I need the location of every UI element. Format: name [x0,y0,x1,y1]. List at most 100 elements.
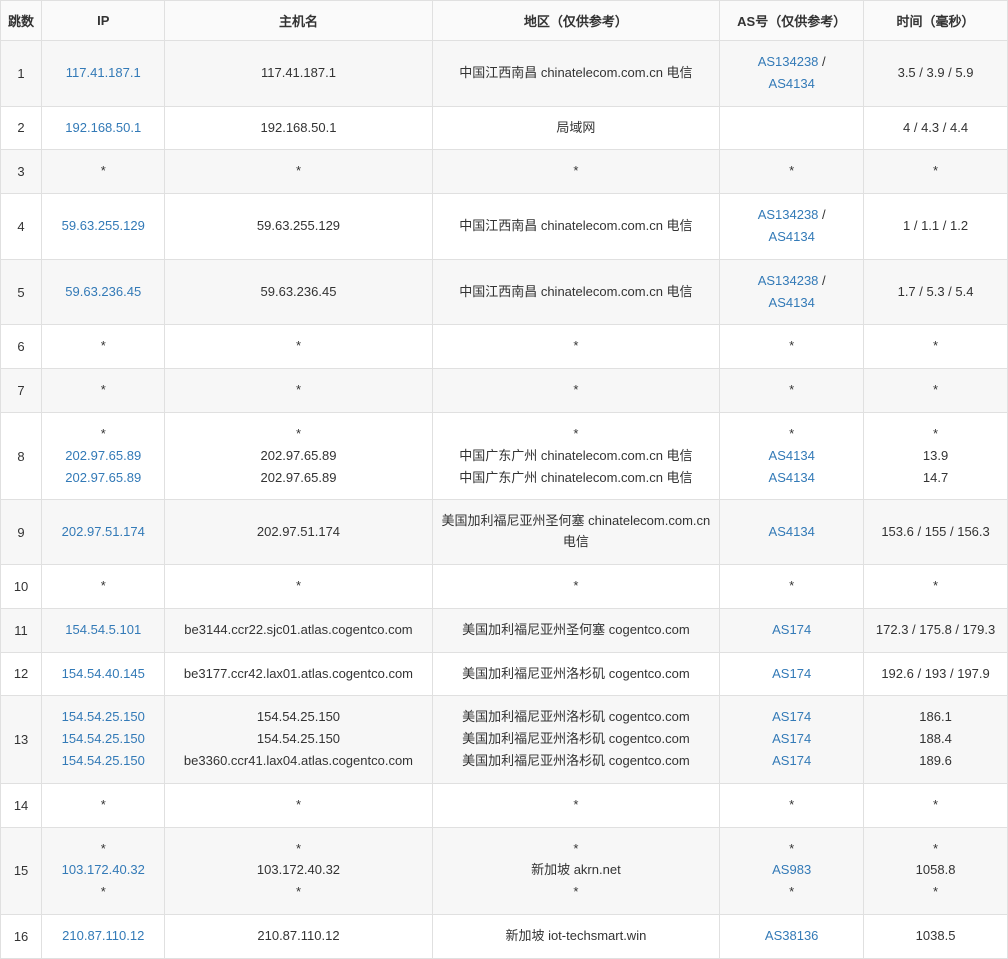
table-row: 1117.41.187.1117.41.187.1中国江西南昌 chinatel… [1,41,1008,107]
cell-as: AS174 [720,608,864,652]
cell-as-text: * [726,882,857,903]
cell-as-text: * [726,380,857,401]
cell-time: 4 / 4.3 / 4.4 [864,106,1008,150]
cell-as-text: * [726,795,857,816]
cell-hostname-text: 154.54.25.150 [171,729,425,750]
cell-as-link[interactable]: AS4134 [769,470,815,485]
cell-ip-link[interactable]: 202.97.65.89 [65,448,141,463]
cell-as-link[interactable]: AS983 [772,862,811,877]
cell-time: 192.6 / 193 / 197.9 [864,652,1008,696]
cell-ip-text: * [48,882,158,903]
cell-ip-text: * [48,424,158,445]
cell-time: 1.7 / 5.3 / 5.4 [864,259,1008,325]
table-row: 6***** [1,325,1008,369]
cell-ip: * [42,369,165,413]
cell-hop: 10 [1,564,42,608]
as-link[interactable]: AS4134 [769,76,815,91]
header-hop: 跳数 [1,1,42,41]
cell-hostname: * [165,325,432,369]
cell-time: 186.1188.4189.6 [864,696,1008,783]
cell-as-link[interactable]: AS174 [772,753,811,768]
cell-region-text: * [439,380,714,401]
cell-ip-link[interactable]: 117.41.187.1 [66,65,141,80]
cell-hostname: be3144.ccr22.sjc01.atlas.cogentco.com [165,608,432,652]
cell-region-text: 美国加利福尼亚州圣何塞 chinatelecom.com.cn 电信 [439,511,714,553]
cell-ip: 154.54.25.150 154.54.25.150 154.54.25.150 [42,696,165,783]
cell-time: * [864,369,1008,413]
cell-hop: 14 [1,783,42,827]
cell-ip-link[interactable]: 202.97.65.89 [65,470,141,485]
cell-as-text: * [726,161,857,182]
cell-hostname: 59.63.236.45 [165,259,432,325]
cell-time: 172.3 / 175.8 / 179.3 [864,608,1008,652]
cell-hostname: * [165,150,432,194]
header-time: 时间（毫秒） [864,1,1008,41]
as-link[interactable]: AS134238 [758,273,819,288]
cell-region: *中国广东广州 chinatelecom.com.cn 电信中国广东广州 chi… [432,412,720,499]
cell-region: 局域网 [432,106,720,150]
cell-as: * [720,150,864,194]
cell-hostname-text: 192.168.50.1 [171,118,425,139]
cell-as: *AS983* [720,827,864,914]
cell-region-text: * [439,882,714,903]
cell-time-text: 14.7 [870,468,1001,489]
cell-ip: 117.41.187.1 [42,41,165,107]
cell-as: AS174 [720,652,864,696]
cell-region: * [432,564,720,608]
cell-time-text: 1058.8 [870,860,1001,881]
cell-hop: 13 [1,696,42,783]
cell-hop: 5 [1,259,42,325]
as-link[interactable]: AS134238 [758,54,819,69]
cell-ip-link[interactable]: 210.87.110.12 [62,928,144,943]
cell-as-link[interactable]: AS4134 [769,448,815,463]
cell-ip-text: * [48,161,158,182]
cell-ip-link[interactable]: 154.54.40.145 [62,666,145,681]
cell-as-link[interactable]: AS174 [772,731,811,746]
cell-time-text: 153.6 / 155 / 156.3 [870,522,1001,543]
table-row: 3***** [1,150,1008,194]
header-region: 地区（仅供参考） [432,1,720,41]
cell-as: AS134238 / AS4134 [720,194,864,260]
table-row: 10***** [1,564,1008,608]
cell-ip-link[interactable]: 154.54.25.150 [62,709,145,724]
cell-as-link[interactable]: AS174 [772,622,811,637]
cell-ip: 59.63.236.45 [42,259,165,325]
cell-as: AS38136 [720,914,864,958]
cell-region-text: 中国江西南昌 chinatelecom.com.cn 电信 [439,216,714,237]
cell-ip-link[interactable]: 154.54.25.150 [62,753,145,768]
cell-time-text: 188.4 [870,729,1001,750]
as-link[interactable]: AS4134 [769,229,815,244]
cell-ip-link[interactable]: 154.54.5.101 [65,622,141,637]
cell-region-text: 美国加利福尼亚州圣何塞 cogentco.com [439,620,714,641]
cell-hop: 6 [1,325,42,369]
cell-ip-link[interactable]: 103.172.40.32 [62,862,145,877]
cell-as: * [720,325,864,369]
cell-as: * [720,564,864,608]
cell-hostname: 59.63.255.129 [165,194,432,260]
cell-hop: 2 [1,106,42,150]
cell-ip-text: * [48,380,158,401]
as-link[interactable]: AS4134 [769,295,815,310]
cell-hop: 4 [1,194,42,260]
cell-ip-text: * [48,336,158,357]
cell-as-link[interactable]: AS174 [772,666,811,681]
cell-ip-link[interactable]: 59.63.255.129 [62,218,145,233]
cell-ip-link[interactable]: 192.168.50.1 [65,120,141,135]
cell-as-link[interactable]: AS4134 [769,524,815,539]
cell-hostname-text: be3177.ccr42.lax01.atlas.cogentco.com [171,664,425,685]
cell-hostname: 117.41.187.1 [165,41,432,107]
cell-ip-link[interactable]: 154.54.25.150 [62,731,145,746]
table-row: 4 59.63.255.129 59.63.255.129 中国江西南昌 chinat… [1,194,1008,260]
cell-ip-link[interactable]: 202.97.51.174 [62,524,145,539]
table-body: 1 117.41.187.1 117.41.187.1 中国江西南昌 chinatel… [1,41,1008,959]
cell-ip: *103.172.40.32* [42,827,165,914]
cell-as-link[interactable]: AS38136 [765,928,819,943]
cell-hostname: * [165,564,432,608]
cell-ip-link[interactable]: 59.63.236.45 [65,284,141,299]
cell-region: 新加坡 iot-techsmart.win [432,914,720,958]
as-link[interactable]: AS134238 [758,207,819,222]
cell-as-link[interactable]: AS174 [772,709,811,724]
cell-region: 美国加利福尼亚州洛杉矶 cogentco.com [432,652,720,696]
cell-hostname-text: be3144.ccr22.sjc01.atlas.cogentco.com [171,620,425,641]
cell-hop: 1 [1,41,42,107]
